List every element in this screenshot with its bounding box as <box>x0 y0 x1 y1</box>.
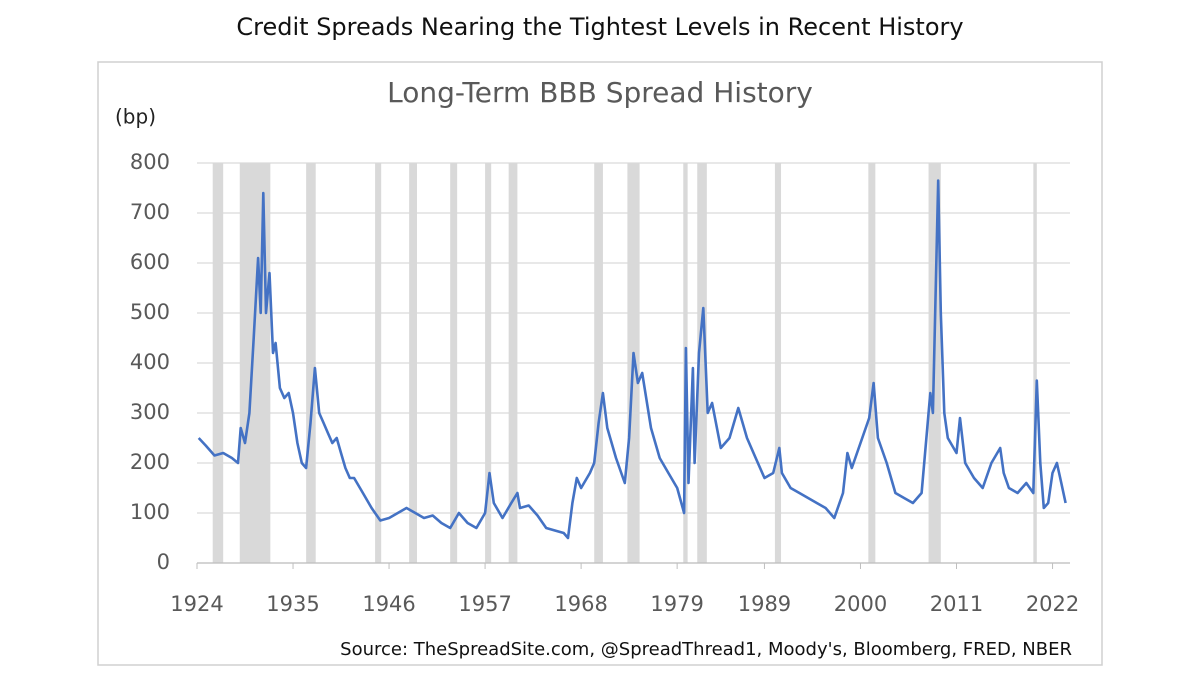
recession-band <box>306 163 316 563</box>
recession-band <box>1033 163 1037 563</box>
x-tick-label: 2000 <box>834 592 887 616</box>
y-tick-label: 800 <box>130 150 170 174</box>
recession-band <box>594 163 603 563</box>
x-tick-label: 2011 <box>930 592 983 616</box>
y-tick-label: 0 <box>157 550 170 574</box>
recession-band <box>774 163 782 563</box>
x-tick-label: 1989 <box>738 592 791 616</box>
y-tick-label: 300 <box>130 400 170 424</box>
x-tick-label: 1979 <box>650 592 703 616</box>
chart-frame <box>97 61 1103 666</box>
y-tick-label: 100 <box>130 500 170 524</box>
x-tick-label: 1935 <box>266 592 319 616</box>
page-title: Credit Spreads Nearing the Tightest Leve… <box>236 13 963 41</box>
recession-band <box>239 163 271 563</box>
chart-title: Long-Term BBB Spread History <box>387 76 813 109</box>
recession-band <box>485 163 492 563</box>
recession-band <box>508 163 518 563</box>
x-tick-label: 2022 <box>1026 592 1079 616</box>
x-tick-label: 1968 <box>554 592 607 616</box>
source-note: Source: TheSpreadSite.com, @SpreadThread… <box>340 639 1072 660</box>
x-tick-label: 1946 <box>362 592 415 616</box>
recession-band <box>409 163 417 563</box>
y-tick-label: 500 <box>130 300 170 324</box>
recession-band <box>375 163 382 563</box>
recession-band <box>212 163 224 563</box>
recession-band <box>868 163 876 563</box>
y-tick-label: 600 <box>130 250 170 274</box>
y-tick-label: 700 <box>130 200 170 224</box>
recession-band <box>450 163 458 563</box>
x-tick-label: 1924 <box>170 592 223 616</box>
recession-band <box>697 163 707 563</box>
x-tick-label: 1957 <box>458 592 511 616</box>
y-tick-label: 200 <box>130 450 170 474</box>
spread-line <box>197 179 1067 540</box>
y-axis-label: (bp) <box>115 105 156 129</box>
y-tick-label: 400 <box>130 350 170 374</box>
